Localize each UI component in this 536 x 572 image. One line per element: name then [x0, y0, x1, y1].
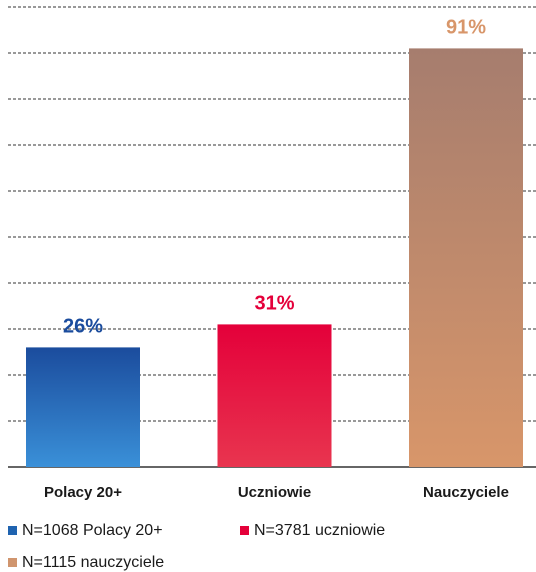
value-label: 26% [63, 316, 103, 338]
legend-label: N=3781 uczniowie [254, 522, 385, 539]
legend-swatch [8, 558, 17, 567]
x-tick-label: Uczniowie [238, 484, 311, 501]
legend-label: N=1068 Polacy 20+ [22, 522, 163, 539]
bar [217, 324, 332, 467]
legend-swatch [240, 526, 249, 535]
bar [409, 48, 523, 468]
x-tick-label: Nauczyciele [423, 484, 509, 501]
legend-swatch [8, 526, 17, 535]
x-tick-label: Polacy 20+ [44, 484, 122, 501]
legend-label: N=1115 nauczyciele [22, 554, 164, 571]
value-label: 31% [254, 293, 294, 315]
bar [26, 347, 140, 467]
value-label: 91% [446, 17, 486, 39]
